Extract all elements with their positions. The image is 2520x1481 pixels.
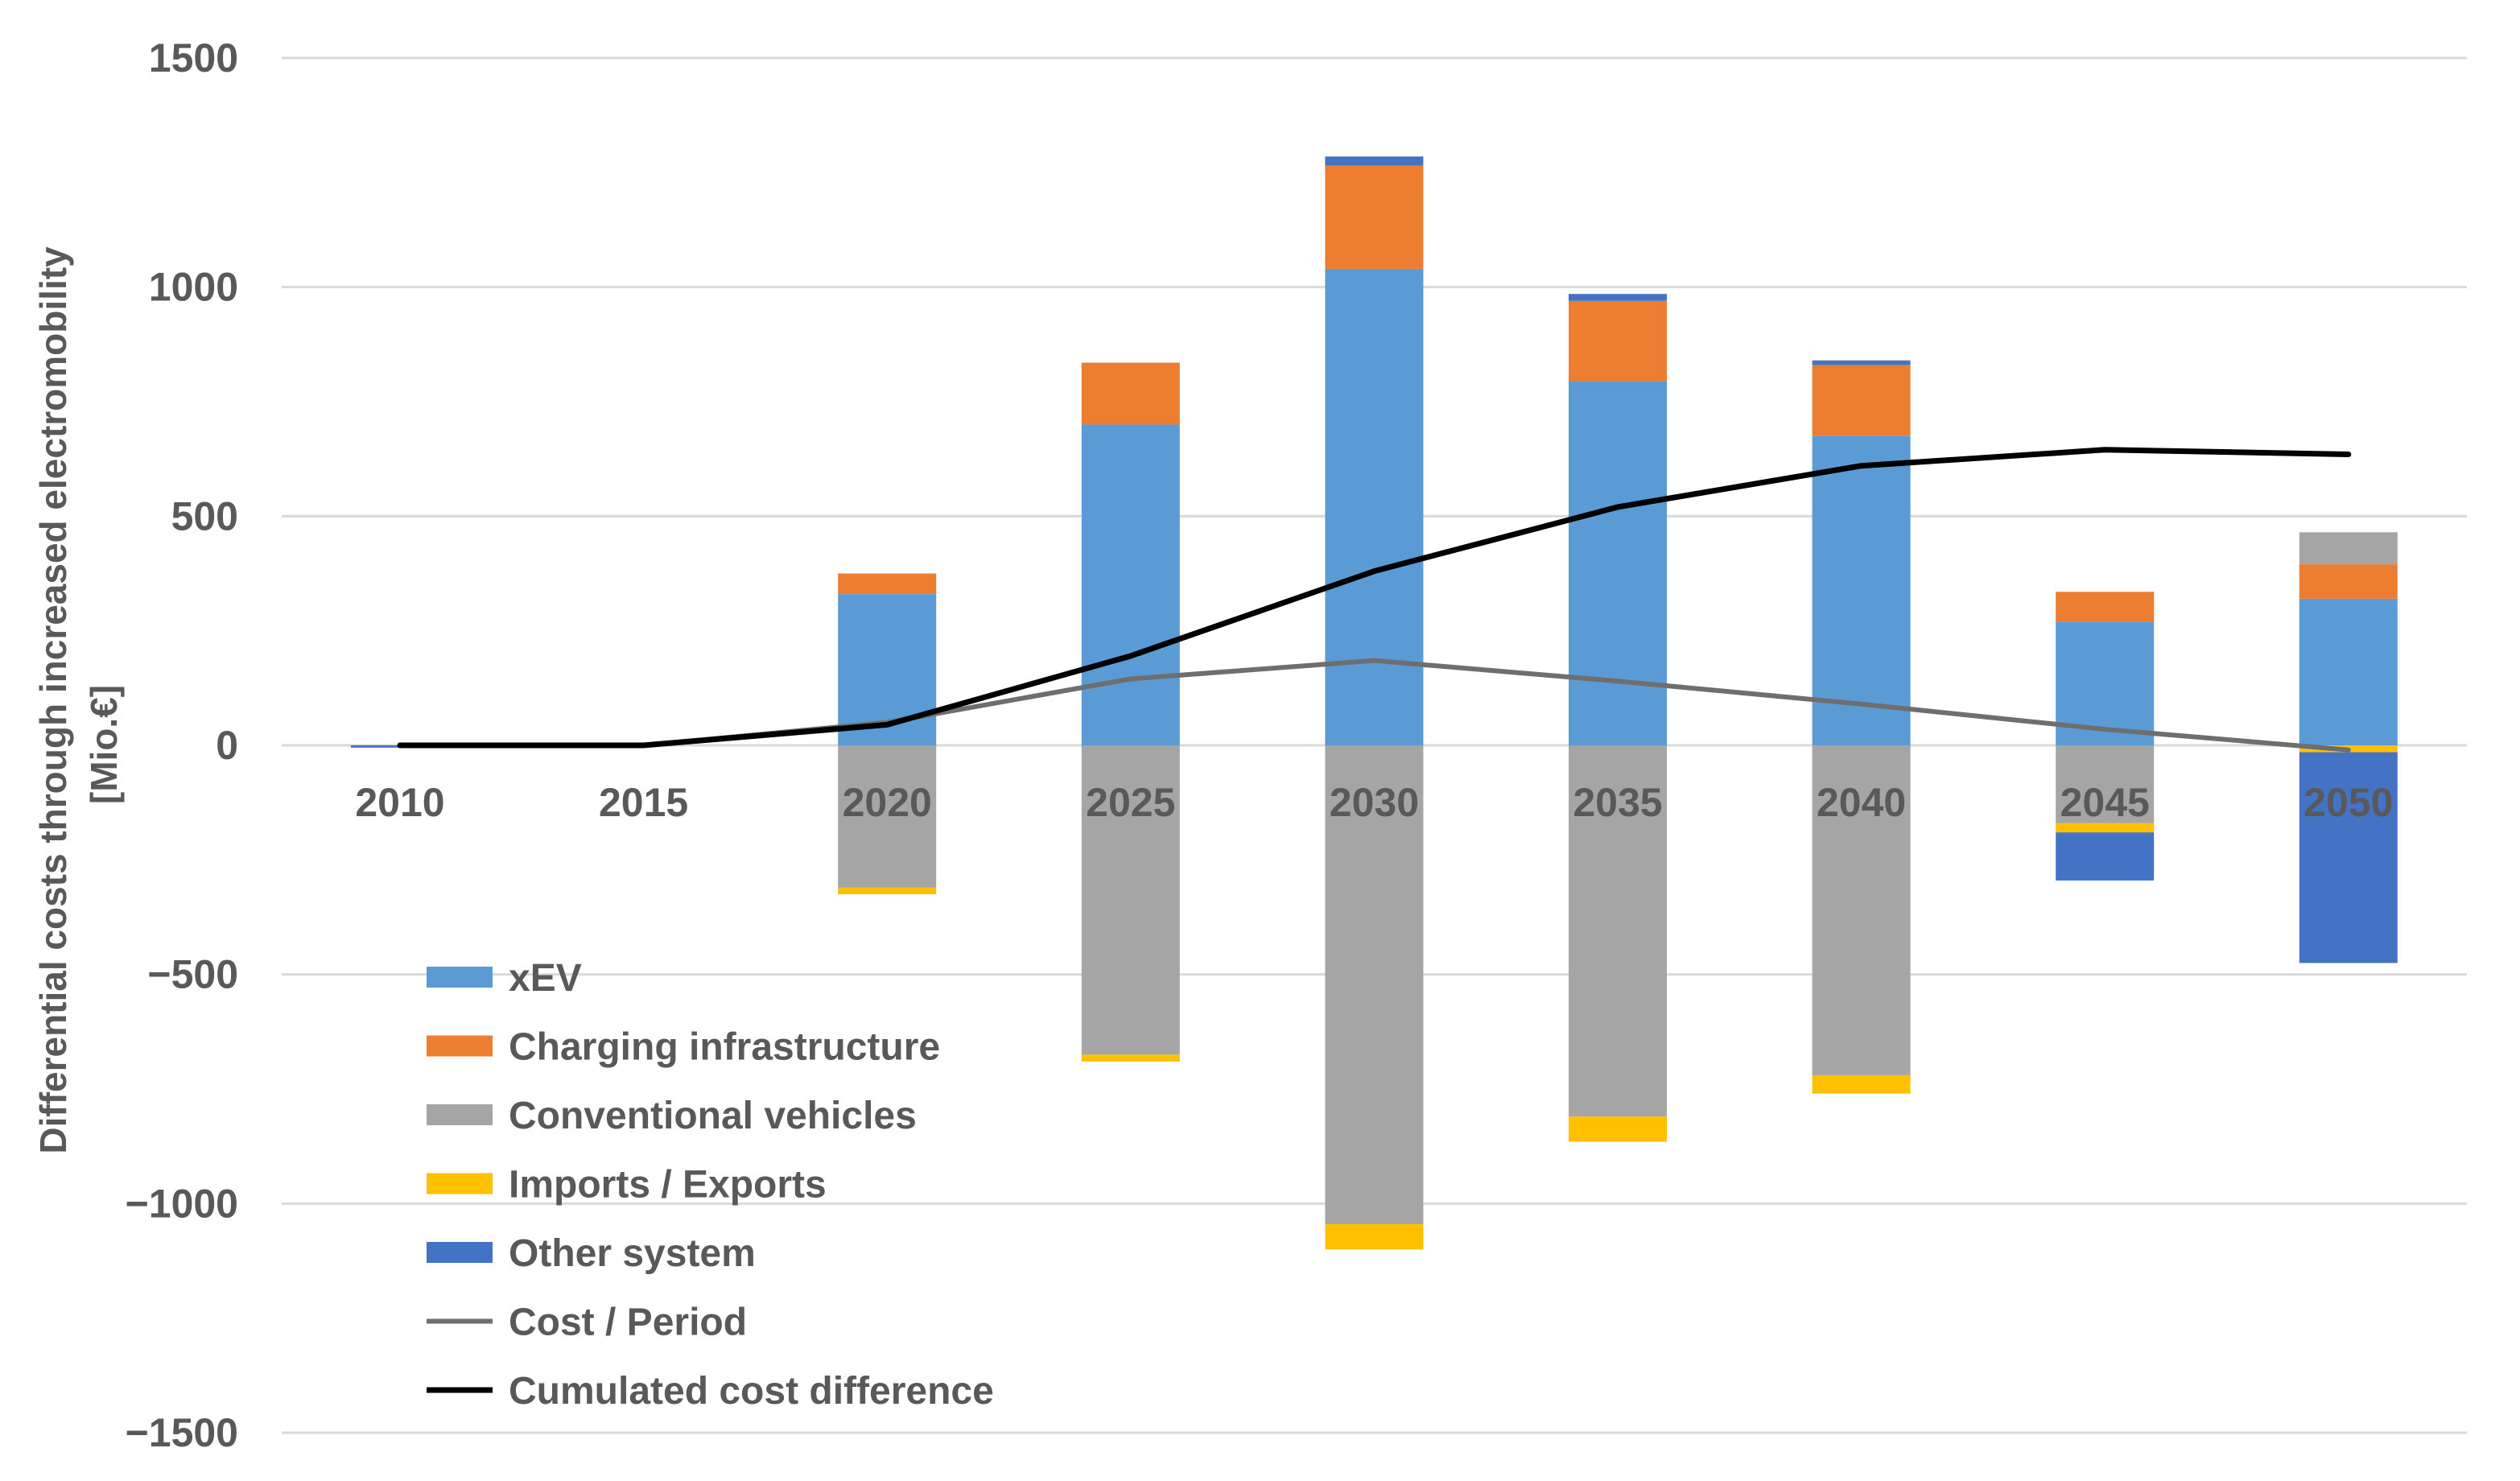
bar-other-system-2030 (1325, 156, 1424, 166)
legend-label: Cumulated cost difference (509, 1370, 994, 1413)
x-tick-label: 2030 (1330, 780, 1419, 825)
bar-imports-exports-2040 (1812, 1075, 1911, 1094)
legend-item: xEV (427, 957, 582, 1000)
bar-charging-infrastructure-2025 (1081, 362, 1180, 425)
x-tick-label: 2025 (1086, 780, 1175, 825)
bar-conventional-vehicles-2030 (1325, 745, 1424, 1224)
bar-other-system-2040 (1812, 360, 1911, 365)
legend-swatch (427, 1035, 493, 1057)
legend-item: Conventional vehicles (427, 1095, 917, 1137)
bar-other-system-2045 (2056, 832, 2155, 881)
bar-other-system-2050 (2299, 752, 2398, 963)
y-tick-label: −1000 (126, 1181, 238, 1226)
bar-charging-infrastructure-2040 (1812, 365, 1911, 436)
bar-charging-infrastructure-2050 (2299, 564, 2398, 599)
bar-charging-infrastructure-2020 (838, 573, 937, 595)
legend-label: Other system (509, 1232, 756, 1275)
x-tick-label: 2050 (2303, 780, 2393, 825)
bar-charging-infrastructure-2045 (2056, 592, 2155, 622)
y-axis-title-line1: Differential costs through increased ele… (32, 246, 74, 1154)
bar-xev-2050 (2299, 598, 2398, 745)
lines (397, 447, 2352, 753)
x-tick-label: 2020 (843, 780, 932, 825)
y-tick-label: 1500 (149, 35, 238, 80)
y-tick-label: −500 (147, 952, 238, 997)
bars (351, 156, 2398, 1250)
bar-imports-exports-2030 (1325, 1223, 1424, 1250)
legend-item: Other system (427, 1232, 756, 1275)
bar-conventional-vehicles-2045 (2056, 745, 2155, 823)
bar-conventional-vehicles-2020 (838, 745, 937, 888)
x-tick-label: 2035 (1573, 780, 1662, 825)
legend-item: Cumulated cost difference (427, 1370, 994, 1413)
y-axis-title-line2: [Mio.€] (83, 685, 125, 804)
y-tick-label: 500 (171, 493, 238, 538)
bar-charging-infrastructure-2030 (1325, 165, 1424, 269)
legend-label: xEV (509, 957, 582, 1000)
legend-label: Cost / Period (509, 1302, 747, 1344)
bar-other-system-2035 (1569, 294, 1667, 301)
x-tick-label: 2040 (1817, 780, 1906, 825)
x-tick-label: 2015 (599, 780, 688, 825)
legend-label: Charging infrastructure (509, 1026, 940, 1069)
legend-item: Imports / Exports (427, 1164, 827, 1207)
bar-imports-exports-2045 (2056, 823, 2155, 833)
y-axis-title: Differential costs through increased ele… (32, 246, 125, 1154)
y-tick-label: 0 (216, 723, 238, 768)
bar-imports-exports-2035 (1569, 1116, 1667, 1142)
y-tick-label: 1000 (149, 265, 238, 310)
legend-label: Imports / Exports (509, 1164, 827, 1207)
y-tick-label: −1500 (126, 1410, 238, 1455)
bar-imports-exports-2020 (838, 887, 937, 895)
bar-conventional-vehicles-2050 (2299, 532, 2398, 565)
bar-xev-2035 (1569, 381, 1667, 745)
bar-conventional-vehicles-2025 (1081, 745, 1180, 1055)
x-axis-ticks: 2010 2015 2020 2025 2030 2035 2040 2045 2050 (355, 780, 2393, 825)
y-axis-ticks: 1500 1000 500 0 −500 −1000 −1500 (126, 35, 238, 1455)
bar-imports-exports-2025 (1081, 1054, 1180, 1062)
bar-xev-2025 (1081, 424, 1180, 745)
x-tick-label: 2010 (355, 780, 444, 825)
bar-xev-2040 (1812, 435, 1911, 745)
bar-conventional-vehicles-2035 (1569, 745, 1667, 1117)
legend-swatch (427, 1104, 493, 1125)
legend-swatch (427, 967, 493, 988)
legend-label: Conventional vehicles (509, 1095, 917, 1137)
legend-swatch (427, 1173, 493, 1194)
x-tick-label: 2045 (2060, 780, 2150, 825)
legend: xEV Charging infrastructure Conventional v… (427, 957, 994, 1413)
legend-item: Cost / Period (427, 1302, 747, 1344)
legend-swatch (427, 1242, 493, 1263)
bar-xev-2030 (1325, 268, 1424, 746)
bar-charging-infrastructure-2035 (1569, 300, 1667, 382)
line-cumulated-cost-difference (397, 447, 2352, 749)
legend-item: Charging infrastructure (427, 1026, 940, 1069)
bar-conventional-vehicles-2040 (1812, 745, 1911, 1075)
